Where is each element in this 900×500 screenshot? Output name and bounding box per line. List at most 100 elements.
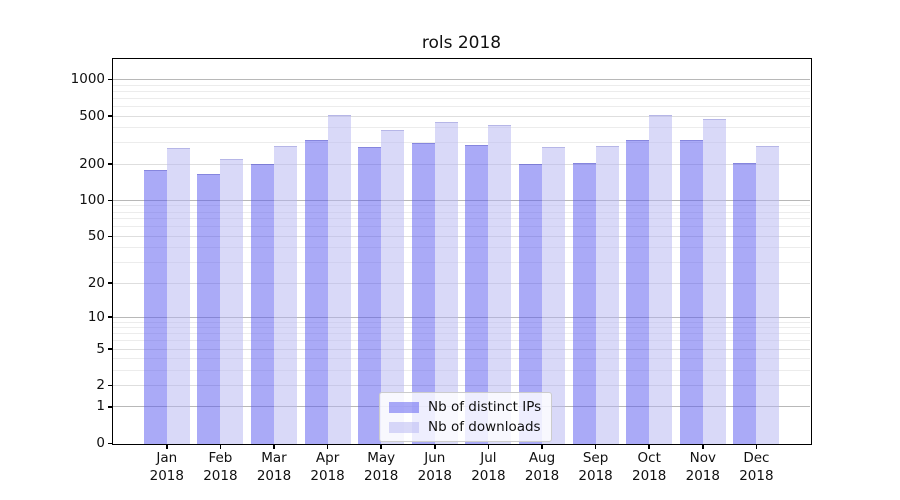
gridline-20 [113, 282, 810, 284]
x-tick-feb-2018 [219, 445, 222, 449]
gridline-400 [113, 127, 810, 129]
plot-area: Nb of distinct IPs Nb of downloads [111, 57, 812, 445]
bar-nb-of-downloads-may-2018 [381, 129, 405, 445]
x-tick-label-dec-2018: Dec 2018 [726, 450, 786, 485]
gridline-50 [113, 235, 810, 237]
x-tick-dec-2018 [755, 445, 758, 449]
bar-nb-of-distinct-ips-jan-2018 [143, 169, 167, 445]
gridline-40 [113, 247, 810, 249]
x-label-month: Mar [261, 450, 287, 466]
x-label-month: Feb [208, 450, 233, 466]
legend: Nb of distinct IPs Nb of downloads [379, 392, 553, 442]
x-tick-mar-2018 [273, 445, 275, 449]
legend-item-distinct-ips: Nb of distinct IPs [389, 399, 541, 415]
x-tick-jan-2018 [166, 445, 168, 449]
y-tick-label-50: 50 [87, 227, 105, 244]
bar-nb-of-distinct-ips-sep-2018 [572, 162, 596, 445]
y-tick-label-10: 10 [87, 308, 105, 325]
x-label-month: Dec [743, 450, 770, 466]
x-tick-label-feb-2018: Feb 2018 [190, 450, 250, 485]
x-tick-label-sep-2018: Sep 2018 [566, 450, 626, 485]
bar-nb-of-downloads-mar-2018 [274, 146, 297, 445]
gridline-800 [113, 90, 810, 92]
bar-nb-of-downloads-oct-2018 [649, 114, 673, 445]
y-tick-label-0: 0 [96, 435, 105, 451]
x-tick-aug-2018 [541, 445, 543, 449]
bar-nb-of-downloads-feb-2018 [220, 159, 244, 445]
x-label-year: 2018 [364, 467, 399, 484]
gridline-80 [113, 211, 810, 213]
gridline-600 [113, 105, 810, 107]
x-tick-oct-2018 [648, 445, 650, 449]
x-label-month: Oct [637, 450, 661, 466]
legend-swatch-distinct-ips [389, 401, 419, 413]
x-tick-label-jul-2018: Jul 2018 [458, 450, 518, 485]
x-label-month: Aug [528, 450, 556, 466]
x-label-month: May [367, 450, 396, 466]
gridline-700 [113, 97, 810, 99]
y-tick-50 [107, 235, 112, 238]
gridline-3 [113, 369, 810, 371]
gridline-10 [113, 316, 810, 318]
bar-nb-of-distinct-ips-nov-2018 [679, 140, 703, 445]
x-label-year: 2018 [310, 467, 345, 484]
y-tick-20 [107, 282, 112, 284]
legend-swatch-downloads [389, 421, 419, 433]
x-tick-label-jun-2018: Jun 2018 [405, 450, 465, 485]
x-tick-jul-2018 [487, 445, 490, 449]
x-label-year: 2018 [685, 467, 720, 484]
x-label-month: Jan [156, 450, 178, 466]
x-tick-may-2018 [380, 445, 382, 449]
bar-nb-of-downloads-aug-2018 [542, 147, 565, 445]
x-label-year: 2018 [632, 467, 667, 484]
x-label-month: Sep [582, 450, 609, 466]
y-tick-5 [107, 348, 112, 350]
x-label-month: Jul [480, 450, 497, 466]
x-label-year: 2018 [524, 467, 560, 484]
chart-title: rols 2018 [421, 33, 502, 53]
x-tick-nov-2018 [702, 445, 704, 449]
gridline-30 [113, 262, 810, 264]
bar-nb-of-distinct-ips-feb-2018 [197, 174, 221, 445]
gridline-90 [113, 205, 810, 207]
y-tick-1 [107, 406, 112, 408]
y-tick-label-500: 500 [79, 107, 105, 124]
gridline-900 [113, 84, 810, 86]
x-tick-label-aug-2018: Aug 2018 [512, 450, 572, 485]
x-label-month: Jun [424, 450, 446, 466]
gridline-4 [113, 358, 810, 360]
y-tick-500 [107, 115, 112, 117]
legend-label-downloads: Nb of downloads [428, 419, 541, 435]
y-tick-label-20: 20 [87, 274, 105, 291]
bar-nb-of-downloads-jun-2018 [434, 122, 458, 445]
gridline-5 [113, 348, 810, 350]
bar-nb-of-distinct-ips-may-2018 [358, 147, 382, 445]
bar-nb-of-downloads-jan-2018 [166, 148, 190, 445]
y-tick-label-2: 2 [96, 377, 105, 394]
x-label-year: 2018 [417, 467, 452, 484]
bar-nb-of-distinct-ips-dec-2018 [733, 162, 757, 445]
y-tick-200 [107, 163, 112, 165]
y-tick-label-100: 100 [79, 191, 105, 208]
gridline-60 [113, 226, 810, 228]
x-tick-label-may-2018: May 2018 [351, 450, 411, 485]
bar-nb-of-distinct-ips-jun-2018 [411, 142, 435, 445]
x-tick-label-apr-2018: Apr 2018 [298, 450, 358, 485]
bar-nb-of-distinct-ips-oct-2018 [626, 140, 650, 445]
y-tick-label-1000: 1000 [70, 71, 105, 88]
gridline-7 [113, 333, 810, 335]
gridline-200 [113, 163, 810, 165]
x-label-year: 2018 [471, 467, 506, 484]
bar-nb-of-downloads-apr-2018 [327, 115, 351, 445]
x-label-month: Apr [315, 450, 340, 466]
x-label-year: 2018 [203, 467, 238, 484]
x-label-year: 2018 [739, 467, 774, 484]
y-tick-label-1: 1 [96, 398, 105, 415]
gridline-8 [113, 327, 810, 329]
x-tick-label-oct-2018: Oct 2018 [619, 450, 679, 485]
y-tick-2 [107, 384, 112, 387]
gridline-70 [113, 218, 810, 220]
gridline-1000 [113, 79, 810, 81]
bar-nb-of-distinct-ips-mar-2018 [251, 164, 274, 445]
